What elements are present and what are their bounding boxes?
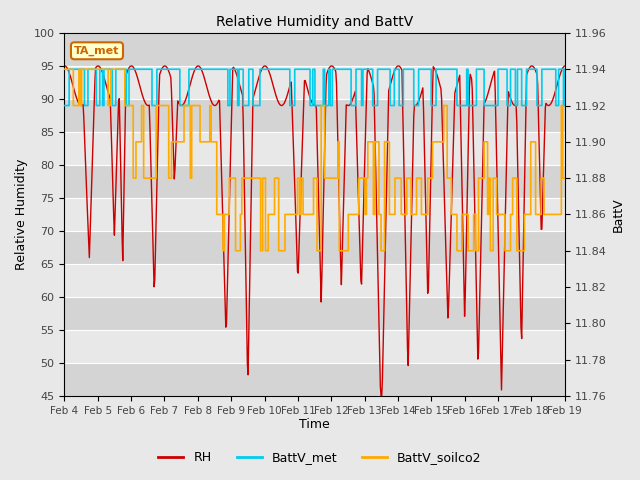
Bar [64, 330, 565, 363]
Title: Relative Humidity and BattV: Relative Humidity and BattV [216, 15, 413, 29]
Bar [64, 99, 565, 132]
Bar [64, 132, 565, 165]
Bar [64, 165, 565, 198]
Bar [64, 66, 565, 99]
X-axis label: Time: Time [299, 419, 330, 432]
Text: TA_met: TA_met [74, 46, 120, 56]
Bar [64, 264, 565, 297]
Y-axis label: Relative Humidity: Relative Humidity [15, 159, 28, 270]
Legend: RH, BattV_met, BattV_soilco2: RH, BattV_met, BattV_soilco2 [154, 446, 486, 469]
Y-axis label: BattV: BattV [612, 197, 625, 232]
Bar [64, 33, 565, 66]
Bar [64, 198, 565, 231]
Bar [64, 231, 565, 264]
Bar [64, 363, 565, 396]
Bar [64, 297, 565, 330]
